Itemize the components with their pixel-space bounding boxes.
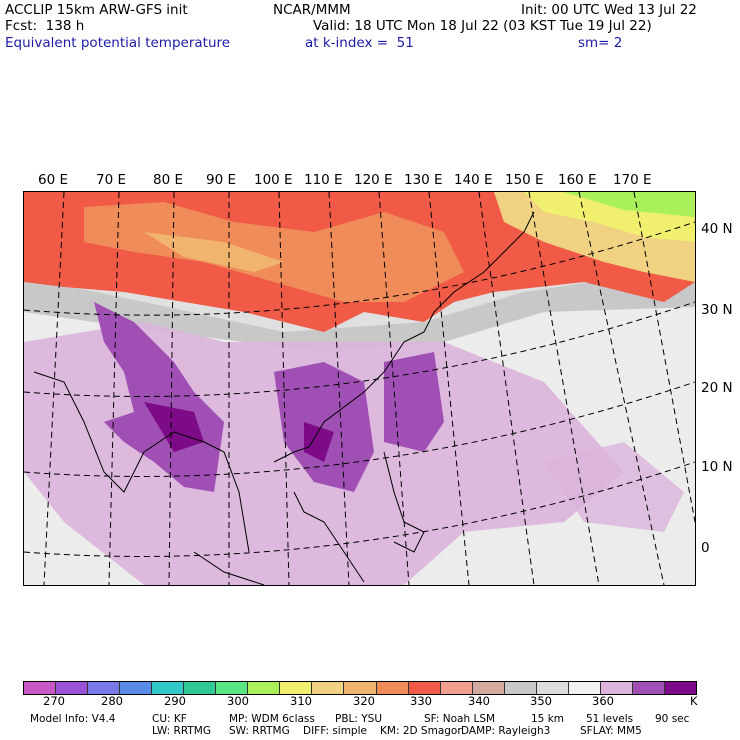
lon-label: 110 E (304, 172, 343, 188)
pbl-scheme: PBL: YSU (335, 713, 383, 725)
lat-label: 30 N (701, 302, 733, 318)
colorbar-swatch (344, 682, 377, 694)
colorbar-swatch (536, 682, 569, 694)
colorbar-swatch (184, 682, 217, 694)
timestep: 90 sec (655, 713, 690, 725)
colorbar-swatch (568, 682, 601, 694)
lat-label: 0 (701, 540, 710, 556)
levels: 51 levels (586, 713, 634, 725)
colorbar-swatch (664, 682, 696, 694)
lon-label: 80 E (153, 172, 183, 188)
lon-label: 100 E (254, 172, 293, 188)
colorbar-swatch (472, 682, 505, 694)
cumulus-scheme: CU: KF (152, 713, 187, 725)
surface-scheme: SF: Noah LSM (424, 713, 496, 725)
lon-label: 130 E (404, 172, 443, 188)
colorbar-label: 320 (353, 694, 375, 708)
theta-e-field (24, 192, 695, 585)
lon-label: 170 E (613, 172, 652, 188)
microphysics: MP: WDM 6class (229, 713, 315, 725)
colorbar-swatch (24, 682, 57, 694)
colorbar (23, 681, 697, 695)
colorbar-swatch (504, 682, 537, 694)
model-info: Model Info: V4.4 (30, 713, 116, 725)
shortwave: SW: RRTMG (229, 725, 290, 737)
lat-label: 40 N (701, 221, 733, 237)
surface-layer: SFLAY: MM5 (580, 725, 642, 737)
km-option: KM: 2D Smagor (380, 725, 462, 737)
colorbar-label: 360 (592, 694, 614, 708)
organization: NCAR/MMM (273, 2, 351, 18)
colorbar-label: 270 (43, 694, 65, 708)
field-name: Equivalent potential temperature (5, 35, 231, 51)
smoothing: sm= 2 (578, 35, 623, 51)
colorbar-label: 340 (468, 694, 490, 708)
lon-label: 150 E (505, 172, 544, 188)
colorbar-swatch (408, 682, 441, 694)
colorbar-swatch (440, 682, 473, 694)
damping: DAMP: Rayleigh3 (461, 725, 551, 737)
colorbar-unit: K (690, 694, 698, 708)
lon-label: 60 E (38, 172, 68, 188)
lon-label: 120 E (354, 172, 393, 188)
lon-label: 90 E (206, 172, 236, 188)
colorbar-label: 330 (410, 694, 432, 708)
longwave: LW: RRTMG (152, 725, 211, 737)
colorbar-swatch (56, 682, 89, 694)
colorbar-swatch (88, 682, 121, 694)
resolution: 15 km (531, 713, 565, 725)
colorbar-swatch (600, 682, 633, 694)
colorbar-label: 280 (101, 694, 123, 708)
colorbar-swatch (248, 682, 281, 694)
colorbar-swatch (280, 682, 313, 694)
lon-label: 70 E (96, 172, 126, 188)
init-time: Init: 00 UTC Wed 13 Jul 22 (521, 2, 697, 18)
lat-label: 10 N (701, 459, 733, 475)
model-title: ACCLIP 15km ARW-GFS init (5, 2, 188, 18)
colorbar-swatch (152, 682, 185, 694)
colorbar-label: 300 (227, 694, 249, 708)
colorbar-swatch (312, 682, 345, 694)
colorbar-label: 350 (530, 694, 552, 708)
colorbar-label: 310 (290, 694, 312, 708)
k-index: at k-index = 51 (305, 35, 414, 51)
valid-time: Valid: 18 UTC Mon 18 Jul 22 (03 KST Tue … (313, 18, 652, 34)
lon-label: 140 E (454, 172, 493, 188)
lat-label: 20 N (701, 380, 733, 396)
forecast-hour: Fcst: 138 h (5, 18, 85, 34)
colorbar-swatch (376, 682, 409, 694)
map-panel (23, 191, 696, 586)
colorbar-swatch (120, 682, 153, 694)
lon-label: 160 E (558, 172, 597, 188)
colorbar-label: 290 (164, 694, 186, 708)
colorbar-swatch (632, 682, 665, 694)
diffusion: DIFF: simple (303, 725, 367, 737)
colorbar-swatch (216, 682, 249, 694)
